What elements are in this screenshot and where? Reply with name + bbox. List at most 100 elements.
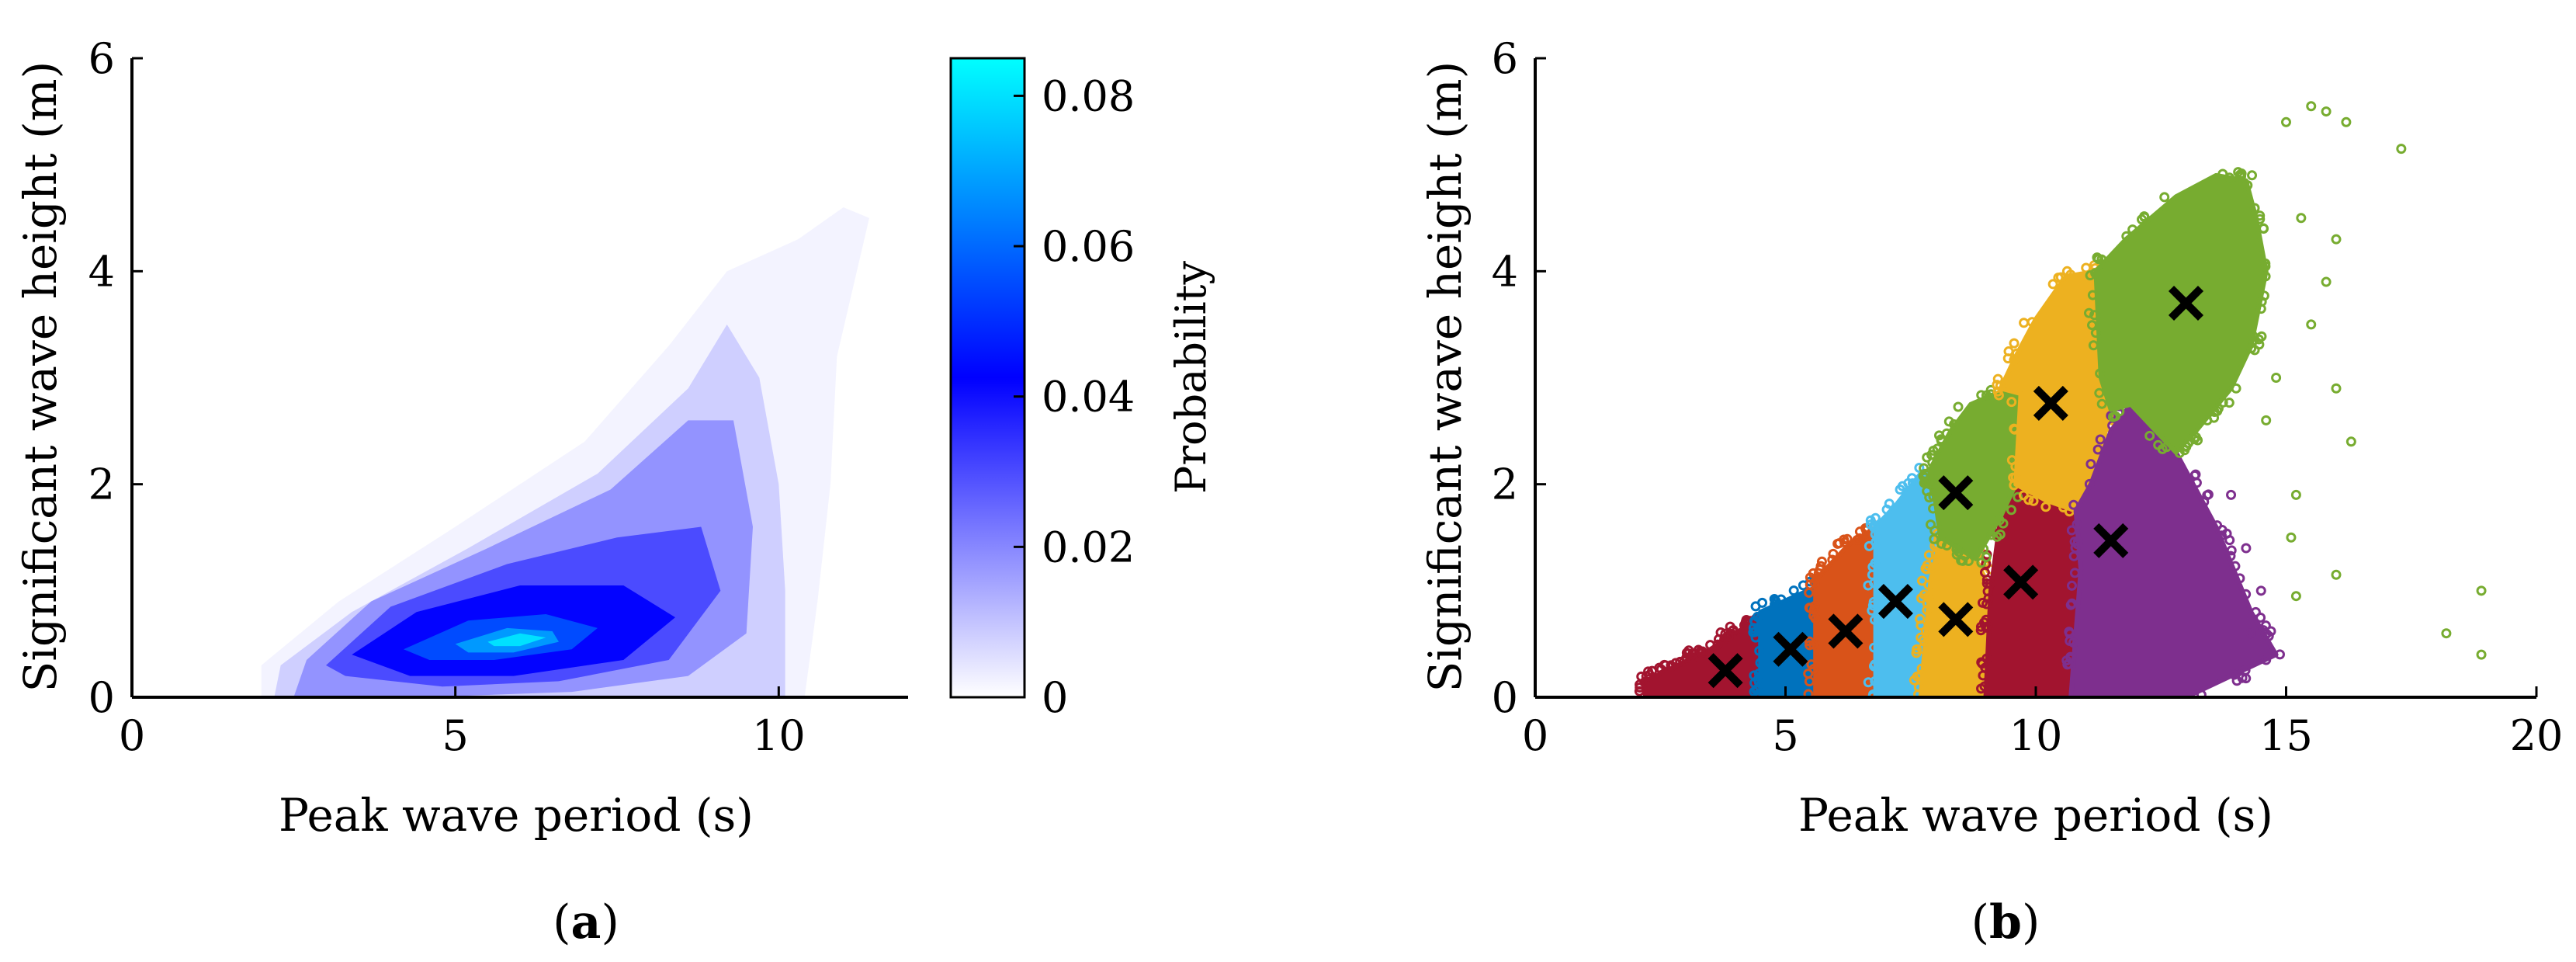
scatter-point xyxy=(1842,533,1853,544)
colorbar-tick-label: 0.02 xyxy=(1042,523,1135,571)
scatter-point xyxy=(2084,307,2095,318)
scatter-point xyxy=(2087,320,2098,331)
panel-b-x-tick-label: 15 xyxy=(2259,711,2313,760)
scatter-point xyxy=(2065,599,2076,610)
panel-b-y-tick-label: 6 xyxy=(1492,34,1518,83)
scatter-point xyxy=(1869,642,1880,653)
scatter-point xyxy=(2271,373,2282,383)
colorbar-label: Probability xyxy=(1167,261,1215,494)
scatter-point xyxy=(2066,525,2077,536)
scatter-point xyxy=(2066,580,2077,591)
scatter-point xyxy=(2006,397,2017,408)
scatter-point xyxy=(2240,665,2251,675)
scatter-point xyxy=(2224,398,2234,408)
panel-b-y-tick-label: 2 xyxy=(1492,460,1518,509)
scatter-point xyxy=(1770,595,1780,606)
panel-b-caption-letter: b xyxy=(1989,895,2022,950)
scatter-point xyxy=(1869,578,1880,589)
colorbar: Probability 0 0.02 0.04 0.06 0.08 xyxy=(949,57,1215,722)
panel-b-x-tick-label: 10 xyxy=(2009,711,2063,760)
scatter-point xyxy=(1881,504,1892,515)
panel-b-y-tick-label: 4 xyxy=(1492,247,1518,296)
scatter-point xyxy=(1643,666,1654,677)
scatter-point xyxy=(1914,462,1925,473)
scatter-point xyxy=(1916,669,1926,680)
scatter-point xyxy=(1916,632,1926,643)
scatter-point xyxy=(1666,660,1676,671)
scatter-point xyxy=(1976,557,1987,568)
scatter-point xyxy=(2261,415,2272,425)
scatter-point xyxy=(1986,530,1997,540)
scatter-point xyxy=(1949,418,1960,429)
panel-b-x-tick-label: 5 xyxy=(1772,711,1798,760)
scatter-point xyxy=(1923,550,1934,561)
scatter-point xyxy=(1979,567,1990,578)
scatter-point xyxy=(2249,203,2260,214)
scatter-point xyxy=(2396,144,2407,155)
scatter-point xyxy=(1751,685,1762,696)
scatter-point xyxy=(1635,682,1645,693)
panel-b-y-axis-label: Significant wave height (m) xyxy=(1419,61,1472,693)
scatter-point xyxy=(1922,486,1933,497)
scatter-point xyxy=(2127,224,2138,235)
scatter-point xyxy=(2053,273,2064,283)
scatter-point xyxy=(1903,478,1914,488)
density-contours xyxy=(261,207,870,697)
scatter-point xyxy=(2476,649,2487,660)
scatter-point xyxy=(1805,640,1815,651)
scatter-point xyxy=(2261,655,2272,665)
panel-a-y-tick-label: 2 xyxy=(88,460,115,509)
scatter-point xyxy=(2331,569,2342,580)
scatter-point xyxy=(2069,568,2080,578)
scatter-point xyxy=(1636,671,1647,682)
scatter-point xyxy=(1870,512,1881,523)
scatter-point xyxy=(2018,490,2029,501)
scatter-point xyxy=(1992,373,2003,384)
scatter-point xyxy=(2259,290,2269,301)
centroid-marker xyxy=(1773,631,1808,667)
scatter-point xyxy=(2258,223,2269,234)
scatter-point xyxy=(1916,620,1926,631)
scatter-point xyxy=(1804,603,1815,613)
scatter-point xyxy=(2090,268,2101,279)
scatter-point xyxy=(1869,614,1880,625)
cluster-region xyxy=(1758,582,1823,697)
scatter-point xyxy=(1705,640,1716,651)
panel-b-caption: (b) xyxy=(1971,895,2040,950)
scatter-point xyxy=(1867,689,1878,697)
scatter-point xyxy=(2226,545,2237,556)
scatter-point xyxy=(1985,578,1995,589)
scatter-point xyxy=(1865,519,1876,530)
scatter-point xyxy=(2236,171,2247,182)
scatter-point xyxy=(2250,606,2261,617)
scatter-point xyxy=(2081,262,2092,273)
scatter-point xyxy=(1806,659,1817,670)
scatter-point xyxy=(2306,319,2317,330)
colorbar-tick-label: 0.08 xyxy=(1042,71,1135,120)
scatter-point xyxy=(1828,548,1839,559)
scatter-point xyxy=(2345,436,2356,447)
scatter-point xyxy=(2255,214,2266,224)
scatter-point xyxy=(2107,412,2118,422)
scatter-point xyxy=(2255,585,2266,596)
scatter-point xyxy=(2028,495,2039,506)
scatter-point xyxy=(2331,383,2342,394)
scatter-point xyxy=(1976,390,1987,401)
scatter-point xyxy=(2174,447,2185,458)
cluster-region xyxy=(1642,615,1768,697)
scatter-point xyxy=(2189,470,2200,481)
scatter-point xyxy=(1977,658,1988,669)
scatter-point xyxy=(2084,478,2095,489)
scatter-point xyxy=(2476,585,2487,596)
scatter-point xyxy=(1919,589,1929,600)
scatter-point xyxy=(2246,343,2257,354)
centroid-marker xyxy=(1938,475,1974,511)
scatter-point xyxy=(1978,544,1989,554)
scatter-point xyxy=(2095,434,2106,445)
centroid-marker xyxy=(2003,564,2039,600)
scatter-point xyxy=(2183,437,2194,448)
colorbar-tick-label: 0.04 xyxy=(1042,373,1135,422)
scatter-point xyxy=(2089,310,2099,321)
scatter-point xyxy=(1976,683,1987,694)
centroid-marker xyxy=(2033,385,2068,421)
